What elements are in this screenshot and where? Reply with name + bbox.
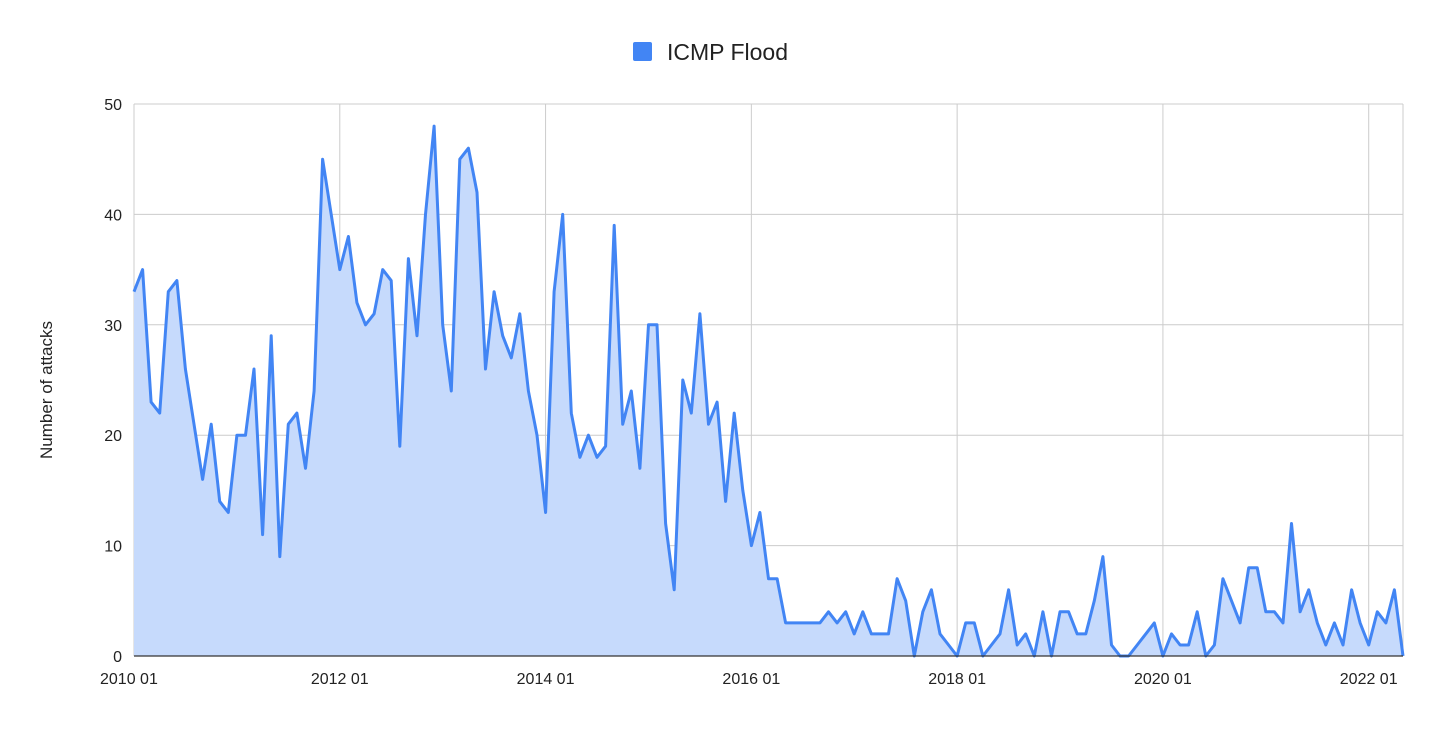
x-tick-label: 2010 01	[100, 671, 158, 688]
x-tick-label: 2022 01	[1340, 671, 1398, 688]
series-area	[132, 124, 1405, 658]
x-axis-ticks: 2010 01 2012 01 2014 01 2016 01 2018 01 2020 …	[100, 671, 1398, 688]
y-tick-label: 20	[104, 428, 122, 445]
legend[interactable]: ICMP Flood	[633, 39, 788, 65]
y-axis-ticks: 0 10 20 30 40 50	[104, 97, 122, 666]
x-tick-label: 2016 01	[722, 671, 780, 688]
x-tick-label: 2012 01	[311, 671, 369, 688]
x-tick-label: 2018 01	[928, 671, 986, 688]
legend-label: ICMP Flood	[667, 39, 788, 65]
y-tick-label: 30	[104, 318, 122, 335]
area-fill	[134, 126, 1403, 657]
y-tick-label: 40	[104, 207, 122, 224]
y-tick-label: 50	[104, 97, 122, 114]
y-tick-label: 10	[104, 539, 122, 556]
x-tick-label: 2014 01	[517, 671, 575, 688]
y-tick-label: 0	[113, 649, 122, 666]
x-tick-label: 2020 01	[1134, 671, 1192, 688]
legend-swatch	[633, 42, 652, 61]
y-axis-label: Number of attacks	[37, 321, 56, 459]
series-line	[132, 124, 1405, 658]
